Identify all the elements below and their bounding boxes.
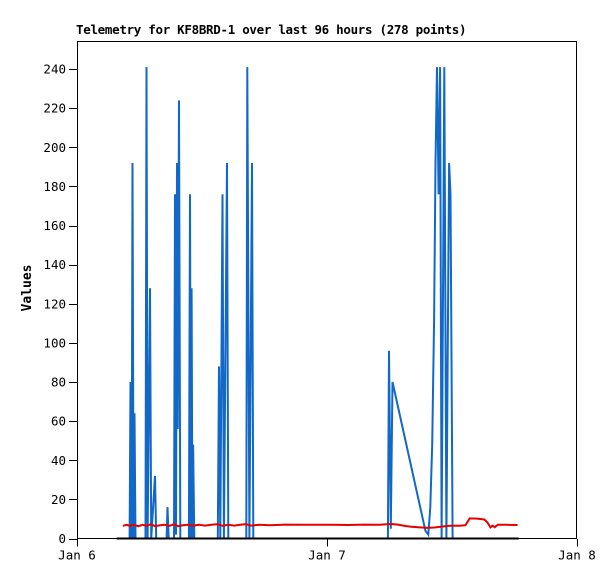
y-tick-label: 40 xyxy=(51,453,66,468)
chart-title: Telemetry for KF8BRD-1 over last 96 hour… xyxy=(76,22,467,37)
y-tick-label: 0 xyxy=(58,531,66,546)
y-tick-label: 60 xyxy=(51,414,66,429)
y-tick-label: 200 xyxy=(43,140,66,155)
series-line-telemetry-channel-blue xyxy=(122,67,518,540)
y-tick-label: 160 xyxy=(43,218,66,233)
plot-frame xyxy=(77,41,577,539)
y-tick-label: 140 xyxy=(43,257,66,272)
x-tick-label: Jan 7 xyxy=(308,548,346,563)
x-tick-label: Jan 6 xyxy=(58,548,96,563)
y-tick-label: 240 xyxy=(43,62,66,77)
y-tick-label: 80 xyxy=(51,375,66,390)
y-tick-label: 220 xyxy=(43,101,66,116)
series-line-telemetry-channel-red xyxy=(122,517,518,529)
y-tick-label: 120 xyxy=(43,296,66,311)
y-tick-label: 180 xyxy=(43,179,66,194)
y-tick-label: 100 xyxy=(43,335,66,350)
x-tick-label: Jan 8 xyxy=(558,548,596,563)
y-tick-label: 20 xyxy=(51,492,66,507)
